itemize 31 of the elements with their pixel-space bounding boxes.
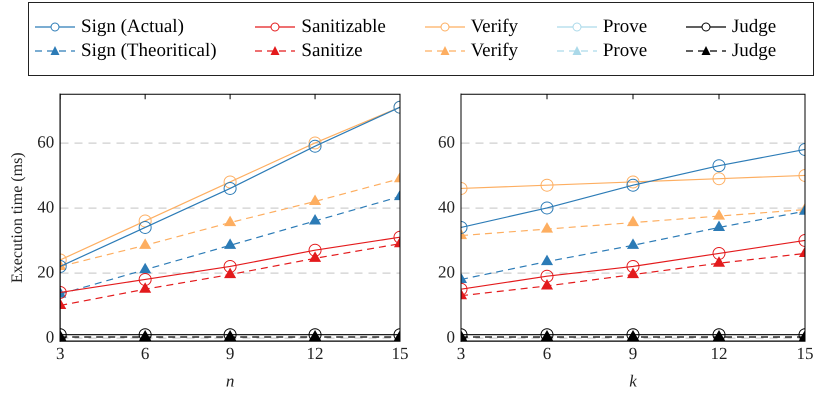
y-tick-label: 40 bbox=[37, 197, 54, 216]
y-tick-label: 60 bbox=[37, 132, 54, 152]
legend-label: Verify bbox=[470, 16, 518, 38]
legend-label: Sign (Theoritical) bbox=[81, 40, 217, 62]
x-tick-label: 12 bbox=[306, 344, 324, 363]
legend-label: Prove bbox=[602, 16, 648, 38]
x-tick-label: 12 bbox=[710, 344, 728, 363]
legend-label: Judge bbox=[732, 16, 776, 38]
legend-label: Prove bbox=[602, 40, 648, 62]
y-tick-label: 60 bbox=[438, 132, 455, 152]
x-tick-label: 15 bbox=[392, 344, 408, 363]
legend-label: Sanitizable bbox=[301, 16, 386, 38]
x-tick-label: 9 bbox=[226, 344, 234, 363]
x-tick-label: 3 bbox=[56, 344, 64, 363]
y-tick-label: 20 bbox=[438, 262, 455, 282]
y-tick-label: 20 bbox=[37, 262, 54, 282]
x-tick-label: 15 bbox=[796, 344, 814, 363]
legend-label: Sanitize bbox=[301, 40, 363, 62]
legend-label: Sign (Actual) bbox=[81, 16, 184, 38]
x-axis-title: k bbox=[629, 371, 638, 390]
y-tick-label: 0 bbox=[46, 327, 54, 346]
x-tick-label: 6 bbox=[140, 344, 150, 363]
x-axis-title: n bbox=[226, 371, 234, 390]
legend-label: Verify bbox=[470, 40, 518, 62]
x-tick-label: 3 bbox=[456, 344, 466, 363]
y-axis-title: Execution time (ms) bbox=[8, 152, 26, 284]
y-tick-label: 0 bbox=[446, 327, 455, 346]
legend-label: Judge bbox=[732, 40, 776, 62]
x-tick-label: 9 bbox=[628, 344, 638, 363]
y-tick-label: 40 bbox=[438, 197, 455, 216]
x-tick-label: 6 bbox=[542, 344, 552, 363]
